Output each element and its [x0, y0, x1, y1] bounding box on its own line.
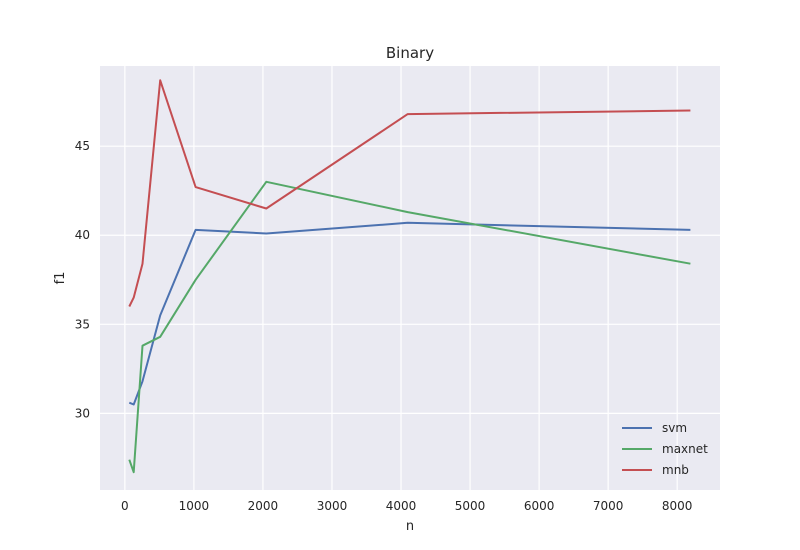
x-tick-label: 0 — [121, 499, 129, 513]
y-tick-label: 35 — [75, 317, 90, 331]
x-tick-label: 7000 — [593, 499, 624, 513]
grid-lines — [100, 66, 720, 490]
series-line-svm — [128, 221, 691, 406]
y-tick-label: 45 — [75, 139, 90, 153]
x-tick-label: 5000 — [455, 499, 486, 513]
legend-label-svm: svm — [662, 421, 687, 435]
chart-title: Binary — [386, 44, 434, 62]
x-tick-label: 4000 — [386, 499, 417, 513]
legend-label-maxnet: maxnet — [662, 442, 708, 456]
x-tick-label: 1000 — [179, 499, 210, 513]
legend-label-mnb: mnb — [662, 463, 689, 477]
plot-area — [100, 66, 720, 490]
y-axis-label: f1 — [53, 272, 68, 285]
tick-labels: 0 1000 2000 3000 4000 5000 6000 7000 8000 30 35 40 4… — [75, 139, 693, 513]
series-line-mnb — [128, 79, 691, 307]
x-tick-label: 2000 — [248, 499, 279, 513]
series-line-maxnet — [128, 180, 691, 474]
y-tick-label: 30 — [75, 406, 90, 420]
x-tick-label: 8000 — [662, 499, 693, 513]
x-tick-label: 6000 — [524, 499, 555, 513]
y-tick-label: 40 — [75, 228, 90, 242]
data-series — [128, 79, 691, 474]
legend: svm maxnet mnb — [622, 421, 708, 477]
x-axis-label: n — [406, 519, 414, 534]
x-tick-label: 3000 — [317, 499, 348, 513]
